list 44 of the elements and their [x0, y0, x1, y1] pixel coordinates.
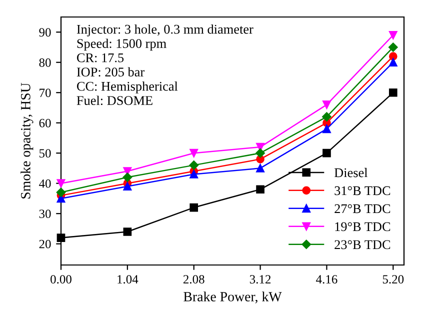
legend-label: Diesel — [334, 168, 368, 178]
point — [190, 203, 198, 212]
legend-label: 23°B TDC — [334, 240, 390, 250]
point — [123, 228, 132, 236]
y-axis-title: Smoke opacity, HSU — [20, 82, 34, 198]
point — [256, 148, 265, 158]
point — [322, 112, 332, 122]
x-tick-label: 3.12 — [250, 275, 271, 284]
legend-label: 27°B TDC — [334, 204, 390, 214]
point — [322, 148, 331, 158]
y-tick-label: 20 — [39, 240, 51, 248]
point — [123, 182, 132, 191]
legend-label: 31°B TDC — [334, 186, 390, 196]
point — [122, 172, 132, 182]
point — [190, 148, 198, 158]
y-tick-label: 60 — [39, 118, 51, 128]
x-tick-label: 4.16 — [316, 275, 338, 284]
point — [388, 30, 398, 40]
point — [56, 188, 66, 198]
x-tick-label: 5.20 — [382, 275, 404, 284]
x-axis-title: Brake Power, kW — [184, 292, 282, 304]
point — [322, 124, 331, 134]
point — [190, 170, 198, 178]
legend-label: 19°B TDC — [335, 222, 390, 232]
point — [388, 52, 398, 60]
x-tick-label: 0.00 — [50, 275, 72, 284]
x-tick-label: 2.08 — [183, 275, 204, 284]
point — [388, 88, 398, 97]
point — [322, 100, 331, 109]
point — [388, 42, 398, 52]
y-tick-label: 90 — [39, 28, 51, 37]
y-tick-label: 30 — [39, 210, 51, 218]
x-tick-label: 1.04 — [118, 275, 138, 284]
point — [388, 58, 398, 67]
y-tick-label: 80 — [39, 58, 51, 67]
y-tick-label: 70 — [40, 88, 51, 98]
point — [256, 164, 264, 172]
point — [56, 179, 66, 188]
point — [56, 234, 66, 242]
point — [189, 160, 198, 170]
y-tick-label: 40 — [39, 179, 51, 188]
point — [256, 185, 264, 194]
y-tick-label: 50 — [40, 149, 51, 158]
annotation: Injector: 3 hole, 0.3 mm diameter Speed: 1500 rpm CR: 17.5 IOP: 205 bar CC: Hemispherical Fuel: DSOME — [76, 24, 254, 106]
